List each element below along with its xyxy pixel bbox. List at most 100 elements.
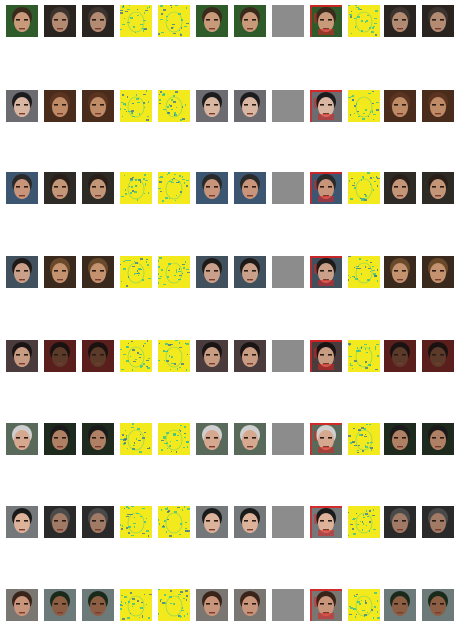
tile-graphic — [82, 589, 114, 621]
tile-graphic — [120, 589, 152, 621]
tile-graphic — [44, 256, 76, 288]
saliency-map-tile — [120, 589, 152, 621]
tile-graphic — [272, 90, 304, 122]
face-image-tile — [422, 172, 454, 204]
tile-graphic — [422, 256, 454, 288]
tile-graphic — [348, 172, 380, 204]
face-image-tile — [6, 340, 38, 372]
tile-graphic — [44, 423, 76, 455]
tile-graphic — [422, 172, 454, 204]
face-image-tile — [384, 340, 416, 372]
tile-graphic — [196, 90, 228, 122]
face-image-tile — [44, 172, 76, 204]
tile-graphic — [422, 423, 454, 455]
saliency-map-tile — [348, 172, 380, 204]
face-image-tile — [6, 506, 38, 538]
tile-graphic — [44, 589, 76, 621]
tile-graphic — [6, 589, 38, 621]
tile-graphic — [310, 589, 342, 621]
face-image-red-overlay-tile — [310, 589, 342, 621]
tile-graphic — [158, 423, 190, 455]
face-image-tile — [82, 256, 114, 288]
saliency-map-tile — [348, 423, 380, 455]
face-image-tile — [6, 423, 38, 455]
face-image-tile — [234, 5, 266, 37]
face-image-red-overlay-tile — [310, 172, 342, 204]
tile-graphic — [158, 172, 190, 204]
tile-graphic — [234, 5, 266, 37]
tile-graphic — [120, 506, 152, 538]
tile-graphic — [310, 340, 342, 372]
tile-graphic — [196, 172, 228, 204]
face-image-tile — [384, 90, 416, 122]
blank-gray-tile — [272, 5, 304, 37]
saliency-map-tile — [348, 90, 380, 122]
tile-graphic — [120, 256, 152, 288]
face-image-tile — [384, 506, 416, 538]
saliency-map-tile — [158, 423, 190, 455]
face-image-tile — [6, 589, 38, 621]
tile-graphic — [348, 340, 380, 372]
face-image-tile — [384, 5, 416, 37]
tile-graphic — [348, 506, 380, 538]
face-image-tile — [44, 5, 76, 37]
tile-graphic — [384, 90, 416, 122]
tile-graphic — [272, 423, 304, 455]
tile-graphic — [348, 256, 380, 288]
tile-graphic — [196, 589, 228, 621]
tile-graphic — [384, 506, 416, 538]
tile-graphic — [158, 589, 190, 621]
face-image-tile — [422, 506, 454, 538]
face-image-red-overlay-tile — [310, 506, 342, 538]
tile-graphic — [44, 5, 76, 37]
tile-graphic — [6, 256, 38, 288]
tile-graphic — [272, 256, 304, 288]
saliency-map-tile — [158, 340, 190, 372]
face-image-tile — [384, 256, 416, 288]
tile-graphic — [234, 340, 266, 372]
face-image-red-overlay-tile — [310, 5, 342, 37]
face-image-tile — [422, 90, 454, 122]
tile-graphic — [422, 340, 454, 372]
tile-graphic — [422, 5, 454, 37]
face-image-red-overlay-tile — [310, 423, 342, 455]
tile-graphic — [310, 256, 342, 288]
blank-gray-tile — [272, 340, 304, 372]
tile-graphic — [422, 506, 454, 538]
saliency-map-tile — [120, 423, 152, 455]
tile-graphic — [120, 5, 152, 37]
tile-graphic — [120, 90, 152, 122]
tile-graphic — [272, 589, 304, 621]
tile-graphic — [196, 5, 228, 37]
face-image-tile — [422, 423, 454, 455]
tile-graphic — [6, 423, 38, 455]
tile-graphic — [44, 506, 76, 538]
tile-graphic — [120, 423, 152, 455]
face-image-tile — [44, 506, 76, 538]
saliency-map-tile — [120, 90, 152, 122]
face-image-tile — [234, 340, 266, 372]
saliency-map-tile — [348, 340, 380, 372]
tile-graphic — [384, 340, 416, 372]
tile-graphic — [196, 506, 228, 538]
face-image-tile — [234, 506, 266, 538]
face-image-tile — [6, 5, 38, 37]
saliency-map-tile — [158, 90, 190, 122]
tile-graphic — [272, 5, 304, 37]
tile-graphic — [82, 90, 114, 122]
saliency-map-tile — [348, 589, 380, 621]
tile-graphic — [384, 5, 416, 37]
saliency-map-tile — [120, 506, 152, 538]
face-image-tile — [384, 589, 416, 621]
face-image-tile — [422, 589, 454, 621]
tile-graphic — [310, 506, 342, 538]
tile-graphic — [422, 589, 454, 621]
tile-graphic — [422, 90, 454, 122]
tile-graphic — [234, 589, 266, 621]
tile-graphic — [82, 340, 114, 372]
tile-graphic — [120, 340, 152, 372]
saliency-map-tile — [120, 256, 152, 288]
face-image-tile — [234, 90, 266, 122]
face-image-tile — [196, 423, 228, 455]
